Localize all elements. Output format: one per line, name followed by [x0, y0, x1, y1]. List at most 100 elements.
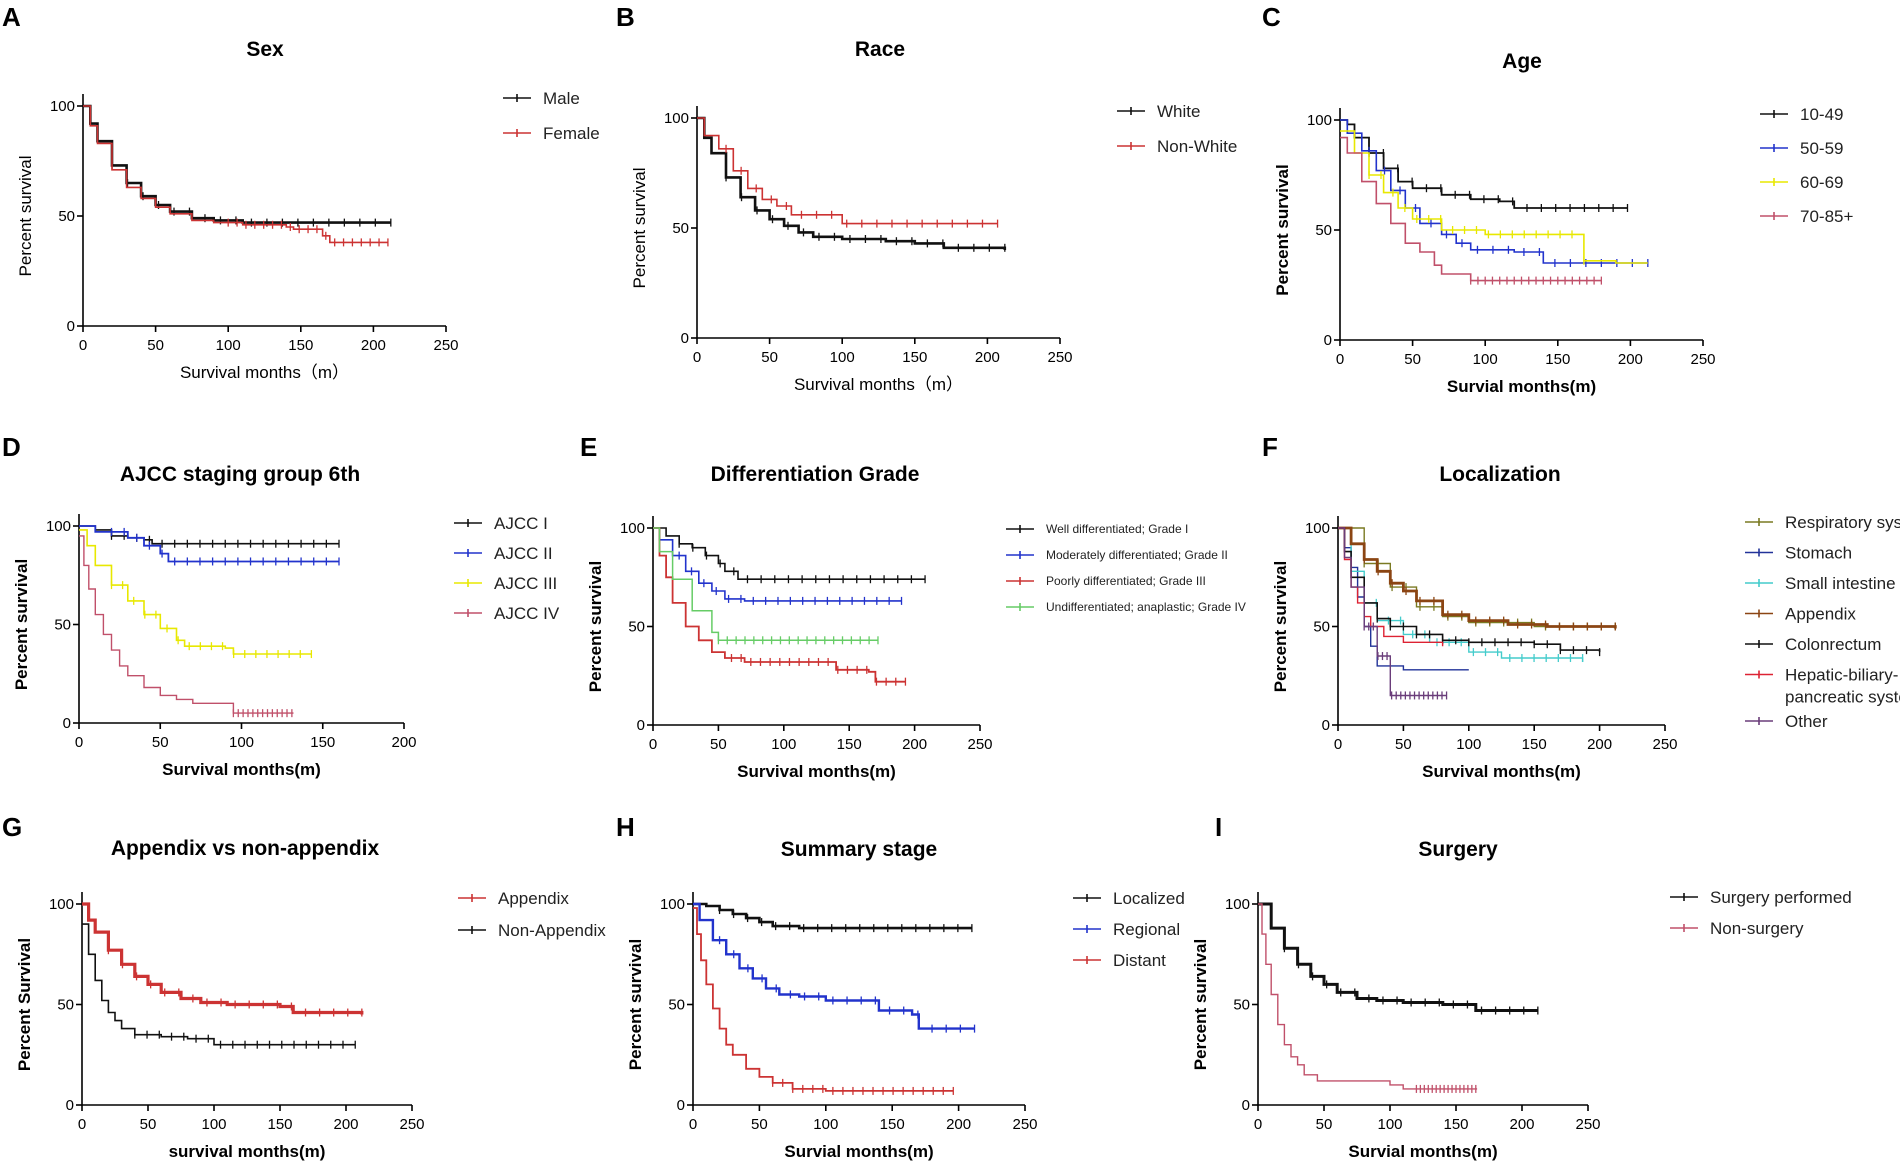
- y-tick-label: 50: [54, 617, 71, 634]
- x-tick-label: 200: [361, 337, 386, 354]
- x-tick-label: 200: [946, 1116, 971, 1133]
- panel-g: G Appendix vs non-appendix 0 50 100 150 200 250…: [2, 812, 606, 1161]
- x-axis-label: Survival months(m): [1422, 762, 1581, 781]
- legend-label: Male: [543, 89, 580, 108]
- legend-label: Undifferentiated; anaplastic; Grade IV: [1046, 600, 1246, 614]
- y-axis-label: Percent survival: [1191, 939, 1210, 1070]
- chart-title: Surgery: [1418, 838, 1498, 861]
- series-line-1: [697, 116, 1007, 250]
- series-line-4: [1340, 136, 1602, 282]
- x-tick-label: 250: [1690, 351, 1715, 368]
- series-line-2: [653, 527, 902, 602]
- legend-label: AJCC I: [494, 514, 548, 533]
- legend-label: Non-Appendix: [498, 921, 606, 940]
- legend-label: Moderately differentiated; Grade II: [1046, 548, 1228, 562]
- x-tick-label: 200: [391, 734, 416, 751]
- x-tick-label: 0: [78, 1116, 86, 1133]
- x-tick-label: 150: [1522, 736, 1547, 753]
- y-tick-label: 0: [63, 715, 71, 732]
- x-tick-label: 150: [902, 349, 927, 366]
- legend-label: Regional: [1113, 920, 1180, 939]
- x-tick-label: 50: [761, 349, 778, 366]
- series-line-2: [83, 105, 388, 244]
- panel-h: H Summary stage 0 50 100 150 200 250 0 50 100 Survi…: [616, 812, 1185, 1161]
- legend-label: Non-surgery: [1710, 919, 1804, 938]
- series-line-1: [82, 902, 364, 1015]
- x-tick-label: 100: [1377, 1116, 1402, 1133]
- series-line-4: [1338, 526, 1617, 629]
- chart-title: AJCC staging group 6th: [120, 463, 360, 486]
- panel-letter: D: [2, 432, 21, 462]
- x-tick-label: 250: [1012, 1116, 1037, 1133]
- series-line-1: [693, 902, 972, 930]
- panel-d: D AJCC staging group 6th 0 50 100 150 200 0 50 10…: [2, 432, 560, 779]
- series-line-2: [1258, 903, 1478, 1090]
- x-tick-label: 50: [147, 337, 164, 354]
- series-line-3: [1340, 130, 1648, 264]
- series-line-2: [82, 923, 356, 1046]
- chart-title: Differentiation Grade: [711, 463, 920, 486]
- x-tick-label: 0: [689, 1116, 697, 1133]
- series-line-1: [1338, 527, 1616, 629]
- legend-label: Non-White: [1157, 137, 1237, 156]
- series-line-3: [653, 527, 906, 683]
- x-tick-label: 200: [902, 736, 927, 753]
- series-line-1: [1258, 902, 1538, 1012]
- panel-letter: A: [2, 2, 21, 32]
- y-tick-label: 0: [637, 717, 645, 734]
- chart-title: Appendix vs non-appendix: [111, 837, 380, 860]
- x-tick-label: 0: [693, 349, 701, 366]
- y-tick-label: 0: [677, 1097, 685, 1114]
- x-axis-label: Survival months（m）: [180, 363, 349, 382]
- legend-label: Small intestine: [1785, 574, 1896, 593]
- series-line-3: [79, 529, 312, 655]
- panel-letter: I: [1215, 812, 1222, 842]
- legend-label: AJCC IV: [494, 604, 560, 623]
- x-tick-label: 250: [1047, 349, 1072, 366]
- x-tick-label: 150: [1545, 351, 1570, 368]
- chart-title: Race: [855, 38, 905, 61]
- series-line-2: [693, 902, 975, 1030]
- y-tick-label: 0: [681, 330, 689, 347]
- y-tick-label: 50: [57, 997, 74, 1014]
- x-tick-label: 200: [1509, 1116, 1534, 1133]
- x-tick-label: 150: [837, 736, 862, 753]
- x-tick-label: 100: [813, 1116, 838, 1133]
- y-tick-label: 100: [1225, 896, 1250, 913]
- x-tick-label: 250: [399, 1116, 424, 1133]
- y-tick-label: 100: [50, 98, 75, 115]
- y-tick-label: 0: [1324, 332, 1332, 349]
- y-tick-label: 100: [664, 110, 689, 127]
- y-tick-label: 100: [620, 520, 645, 537]
- x-tick-label: 150: [1443, 1116, 1468, 1133]
- legend-label: Localized: [1113, 889, 1185, 908]
- series-line-3: [1338, 527, 1584, 662]
- series-line-1: [653, 527, 926, 580]
- x-tick-label: 50: [751, 1116, 768, 1133]
- panel-e: E Differentiation Grade 0 50 100 150 200 250 0 50…: [580, 432, 1246, 781]
- x-axis-label: Survival months(m): [162, 760, 321, 779]
- panel-letter: F: [1262, 432, 1278, 462]
- y-axis-label: Percent survival: [1273, 164, 1292, 295]
- x-tick-label: 200: [975, 349, 1000, 366]
- legend-label: Surgery performed: [1710, 888, 1852, 907]
- panel-letter: H: [616, 812, 635, 842]
- panel-f: F Localization 0 50 100 150 200 250 0 50 100 Surviv…: [1262, 432, 1900, 781]
- y-axis-label: Percent survival: [16, 156, 35, 277]
- series-line-7: [1338, 527, 1447, 697]
- x-tick-label: 100: [1456, 736, 1481, 753]
- legend-label: Colonrectum: [1785, 635, 1881, 654]
- legend-label: Other: [1785, 712, 1828, 731]
- legend-label: Appendix: [1785, 605, 1856, 624]
- x-tick-label: 0: [1334, 736, 1342, 753]
- y-tick-label: 100: [49, 896, 74, 913]
- x-tick-label: 100: [201, 1116, 226, 1133]
- legend-label: 10-49: [1800, 105, 1843, 124]
- x-tick-label: 0: [649, 736, 657, 753]
- x-tick-label: 0: [1254, 1116, 1262, 1133]
- x-axis-label: Survial months(m): [1447, 377, 1596, 396]
- series-line-2: [79, 525, 339, 563]
- x-tick-label: 250: [1652, 736, 1677, 753]
- legend-label: Distant: [1113, 951, 1166, 970]
- panel-a: A Sex 0 50 100 150 200 250 0 50 100 Survival months…: [2, 2, 600, 382]
